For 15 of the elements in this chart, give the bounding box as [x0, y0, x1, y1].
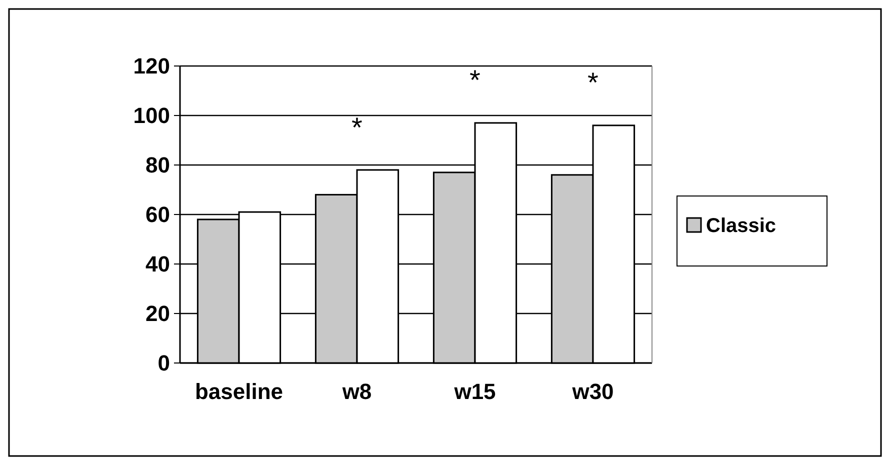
x-tick-label: w30 — [571, 379, 614, 404]
y-tick-label: 0 — [158, 350, 170, 376]
y-tick-label: 40 — [146, 252, 170, 277]
annotation: * — [470, 64, 481, 96]
annotation: * — [352, 112, 363, 143]
annotation: * — [588, 67, 599, 98]
legend-label: Classic — [706, 215, 776, 237]
y-tick-label: 60 — [146, 202, 170, 228]
x-tick-label: w15 — [453, 379, 496, 404]
y-tick-label: 20 — [146, 301, 170, 326]
y-tick-label: 120 — [133, 54, 170, 79]
x-tick-label: w8 — [341, 379, 372, 404]
x-tick-label: baseline — [194, 379, 284, 404]
y-tick-label: 80 — [146, 152, 170, 178]
y-tick-label: 100 — [133, 103, 170, 128]
